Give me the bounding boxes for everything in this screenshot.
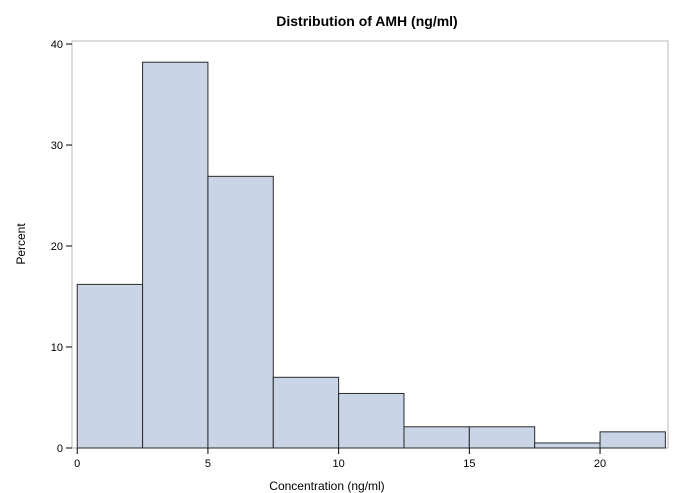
histogram-bar-7 xyxy=(468,426,536,449)
histogram-bar-9 xyxy=(599,431,666,449)
histogram-bar-6 xyxy=(403,426,470,449)
histogram-bar-4 xyxy=(272,376,340,449)
y-tick-label-30: 30 xyxy=(51,140,63,152)
x-tick-label-20: 20 xyxy=(594,458,606,470)
chart-title: Distribution of AMH (ng/ml) xyxy=(276,13,457,29)
x-tick-label-0: 0 xyxy=(74,458,80,470)
histogram-bar-8 xyxy=(534,442,601,449)
y-axis-label: Percent xyxy=(14,223,28,265)
y-tick-label-20: 20 xyxy=(51,241,63,253)
histogram-bar-1 xyxy=(76,283,144,449)
x-axis-label: Concentration (ng/ml) xyxy=(269,479,384,493)
histogram-bar-5 xyxy=(338,392,405,449)
x-tick-label-15: 15 xyxy=(463,458,475,470)
histogram-bar-3 xyxy=(207,175,274,449)
x-axis: 0 5 10 15 20 xyxy=(74,448,606,470)
x-tick-label-10: 10 xyxy=(333,458,345,470)
y-tick-label-0: 0 xyxy=(57,443,63,455)
y-tick-label-40: 40 xyxy=(51,39,63,51)
bars-layer xyxy=(76,61,666,449)
y-axis: 0 10 20 30 40 xyxy=(51,39,72,455)
y-tick-label-10: 10 xyxy=(51,342,63,354)
histogram-bar-2 xyxy=(142,61,209,449)
x-tick-label-5: 5 xyxy=(205,458,211,470)
